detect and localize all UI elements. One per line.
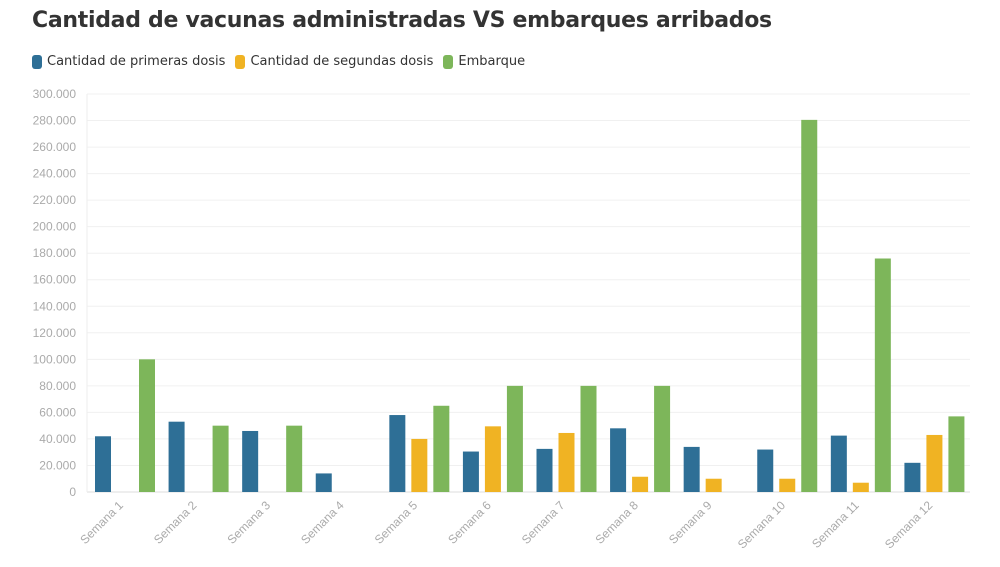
bar-semana-9-s0 — [683, 446, 700, 492]
x-tick-label: Semana 2 — [151, 498, 200, 547]
bar-semana-1-s2 — [139, 359, 155, 492]
bar-semana-7-s1 — [558, 432, 575, 492]
bar-semana-4-s0 — [315, 473, 332, 492]
bar-semana-5-s2 — [433, 405, 450, 492]
bar-semana-11-s0 — [830, 435, 847, 492]
legend-swatch — [443, 54, 454, 69]
bar-semana-7-s2 — [580, 385, 597, 492]
bar-semana-10-s2 — [801, 119, 818, 493]
y-tick-label: 220.000 — [33, 193, 77, 207]
y-tick-label: 60.000 — [39, 405, 76, 419]
bar-semana-1-s0 — [95, 436, 111, 492]
x-tick-label: Semana 10 — [735, 498, 789, 552]
bar-semana-5-s1 — [411, 438, 428, 492]
y-tick-label: 200.000 — [33, 220, 77, 234]
legend-item-embarque[interactable]: Embarque — [443, 54, 525, 69]
bar-semana-2-s0 — [168, 421, 185, 492]
x-tick-label: Semana 4 — [298, 498, 347, 547]
x-tick-label: Semana 9 — [666, 498, 715, 547]
bar-semana-6-s0 — [462, 451, 479, 492]
y-tick-label: 100.000 — [33, 352, 77, 366]
bar-semana-7-s0 — [536, 448, 553, 492]
legend-label: Cantidad de primeras dosis — [47, 54, 226, 69]
y-tick-label: 0 — [69, 485, 76, 499]
bar-semana-9-s1 — [705, 478, 722, 492]
bar-semana-5-s0 — [389, 415, 406, 492]
bar-semana-12-s2 — [948, 416, 965, 492]
x-tick-label: Semana 3 — [224, 498, 273, 547]
bar-semana-12-s0 — [904, 462, 921, 492]
y-tick-label: 300.000 — [33, 87, 77, 101]
chart-title: Cantidad de vacunas administradas VS emb… — [32, 8, 772, 33]
x-tick-label: Semana 8 — [592, 498, 641, 547]
legend: Cantidad de primeras dosis Cantidad de s… — [32, 54, 525, 69]
y-tick-label: 140.000 — [33, 299, 77, 313]
legend-swatch — [235, 54, 246, 69]
y-tick-label: 260.000 — [33, 140, 77, 154]
legend-item-segundas[interactable]: Cantidad de segundas dosis — [235, 54, 433, 69]
x-tick-label: Semana 6 — [445, 498, 494, 547]
bar-semana-3-s0 — [242, 430, 259, 492]
y-tick-label: 240.000 — [33, 167, 77, 181]
x-tick-label: Semana 12 — [882, 498, 936, 552]
y-tick-label: 120.000 — [33, 326, 77, 340]
bar-semana-12-s1 — [926, 434, 943, 492]
x-tick-label: Semana 11 — [809, 498, 862, 551]
y-tick-label: 80.000 — [39, 379, 76, 393]
legend-item-primeras[interactable]: Cantidad de primeras dosis — [32, 54, 225, 69]
y-tick-label: 40.000 — [39, 432, 76, 446]
y-tick-label: 280.000 — [33, 114, 77, 128]
y-tick-label: 180.000 — [33, 246, 77, 260]
legend-swatch — [32, 54, 42, 69]
bar-semana-2-s2 — [212, 425, 229, 492]
x-tick-label: Semana 1 — [77, 498, 126, 547]
legend-label: Embarque — [458, 54, 526, 69]
y-tick-label: 160.000 — [33, 273, 77, 287]
bar-semana-6-s2 — [506, 385, 523, 492]
bar-semana-10-s0 — [757, 449, 774, 492]
x-tick-label: Semana 7 — [519, 498, 568, 547]
bar-semana-11-s2 — [874, 258, 891, 492]
y-tick-label: 20.000 — [39, 458, 76, 472]
bar-semana-6-s1 — [484, 426, 501, 492]
bar-semana-8-s2 — [654, 385, 671, 492]
bar-semana-10-s1 — [779, 478, 796, 492]
bar-semana-11-s1 — [852, 482, 869, 492]
bar-semana-8-s1 — [632, 476, 649, 492]
bar-semana-8-s0 — [610, 428, 627, 492]
x-tick-label: Semana 5 — [372, 498, 421, 547]
legend-label: Cantidad de segundas dosis — [250, 54, 434, 69]
bar-semana-3-s2 — [286, 425, 303, 492]
